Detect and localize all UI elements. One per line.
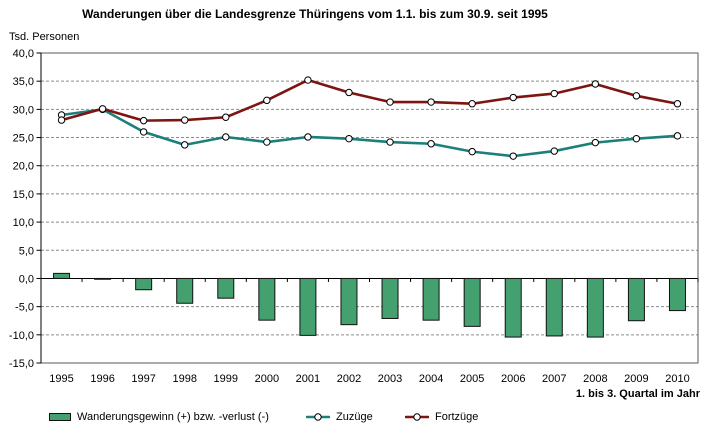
- legend-item-zuzuege: Zuzüge: [305, 409, 373, 425]
- x-category-label: 2001: [296, 373, 320, 385]
- x-category-label: 1999: [214, 373, 238, 385]
- series-line: [60, 108, 679, 158]
- bar: [463, 277, 481, 327]
- data-point-marker: [468, 147, 476, 156]
- legend-item-fortzuege: Fortzüge: [404, 409, 479, 425]
- data-point-marker: [386, 138, 394, 146]
- bar: [176, 277, 194, 304]
- bar: [53, 272, 71, 279]
- bar: [217, 277, 235, 299]
- bar: [504, 277, 522, 338]
- data-point-marker: [263, 96, 271, 105]
- data-point-marker: [427, 98, 435, 106]
- bar: [299, 277, 317, 336]
- y-tick-label: 40,0: [13, 48, 34, 60]
- data-point-marker: [57, 116, 66, 124]
- bar: [586, 277, 604, 338]
- y-tick-label: 15,0: [13, 189, 34, 201]
- line-marker-icon: [305, 412, 331, 422]
- x-category-label: 1996: [90, 373, 114, 385]
- data-point-marker: [222, 113, 230, 121]
- x-category-label: 2005: [460, 373, 484, 385]
- legend-label-zuzuege: Zuzüge: [336, 411, 373, 423]
- data-point-marker: [139, 116, 148, 125]
- data-point-marker: [139, 128, 148, 136]
- x-category-label: 2002: [337, 373, 361, 385]
- data-point-marker: [181, 141, 189, 149]
- x-category-label: 1995: [49, 373, 73, 385]
- bar-swatch-icon: [49, 412, 71, 422]
- data-point-marker: [222, 133, 230, 141]
- data-point-marker: [591, 80, 600, 88]
- y-tick-label: 10,0: [13, 217, 34, 229]
- y-tick-label: -15,0: [9, 358, 34, 370]
- data-point-marker: [304, 76, 312, 84]
- chart-title: Wanderungen über die Landesgrenze Thürin…: [82, 7, 548, 21]
- y-tick-label: 0,0: [19, 273, 34, 285]
- x-category-label: 2004: [419, 373, 443, 385]
- bar: [381, 277, 399, 319]
- legend-item-saldo: Wanderungsgewinn (+) bzw. -verlust (-): [49, 409, 269, 425]
- data-point-marker: [468, 100, 476, 108]
- data-point-marker: [591, 138, 600, 147]
- data-point-marker: [304, 133, 312, 141]
- data-point-marker: [673, 132, 682, 140]
- x-category-label: 2006: [501, 373, 525, 385]
- bar: [422, 277, 440, 321]
- data-point-marker: [632, 134, 641, 143]
- x-category-label: 1997: [131, 373, 155, 385]
- y-tick-label: -5,0: [15, 302, 34, 314]
- data-point-marker: [673, 100, 682, 108]
- data-point-marker: [427, 140, 435, 148]
- series-line: [60, 78, 679, 122]
- y-tick-label: 35,0: [13, 76, 34, 88]
- y-tick-label: 5,0: [19, 245, 34, 257]
- line-marker-icon: [404, 412, 430, 422]
- y-tick-label: -10,0: [9, 330, 34, 342]
- data-point-marker: [509, 152, 517, 160]
- data-point-marker: [550, 89, 558, 98]
- x-axis-note: 1. bis 3. Quartal im Jahr: [575, 388, 700, 400]
- data-point-marker: [345, 88, 353, 97]
- bar: [258, 277, 276, 321]
- bar: [340, 277, 358, 326]
- data-point-marker: [345, 134, 353, 143]
- x-category-label: 2007: [542, 373, 566, 385]
- data-point-marker: [550, 147, 558, 155]
- y-tick-label: 25,0: [13, 133, 34, 145]
- data-point-marker: [98, 105, 107, 113]
- data-point-marker: [632, 92, 641, 100]
- x-category-label: 2009: [624, 373, 648, 385]
- x-category-label: 2003: [378, 373, 402, 385]
- bar: [135, 277, 153, 291]
- x-category-label: 2008: [583, 373, 607, 385]
- x-category-label: 2000: [255, 373, 279, 385]
- legend-label-fortzuege: Fortzüge: [435, 411, 479, 423]
- y-axis-unit-label: Tsd. Personen: [9, 31, 80, 43]
- legend-label-saldo: Wanderungsgewinn (+) bzw. -verlust (-): [77, 411, 269, 423]
- bar: [668, 277, 686, 312]
- data-point-marker: [509, 93, 517, 102]
- data-point-marker: [386, 98, 394, 106]
- y-tick-label: 20,0: [13, 161, 34, 173]
- data-point-marker: [263, 138, 271, 146]
- bar: [94, 277, 112, 280]
- data-point-marker: [181, 116, 189, 124]
- x-category-label: 1998: [172, 373, 196, 385]
- bar: [545, 277, 563, 337]
- y-tick-label: 30,0: [13, 104, 34, 116]
- bar: [627, 277, 645, 322]
- x-category-label: 2010: [665, 373, 689, 385]
